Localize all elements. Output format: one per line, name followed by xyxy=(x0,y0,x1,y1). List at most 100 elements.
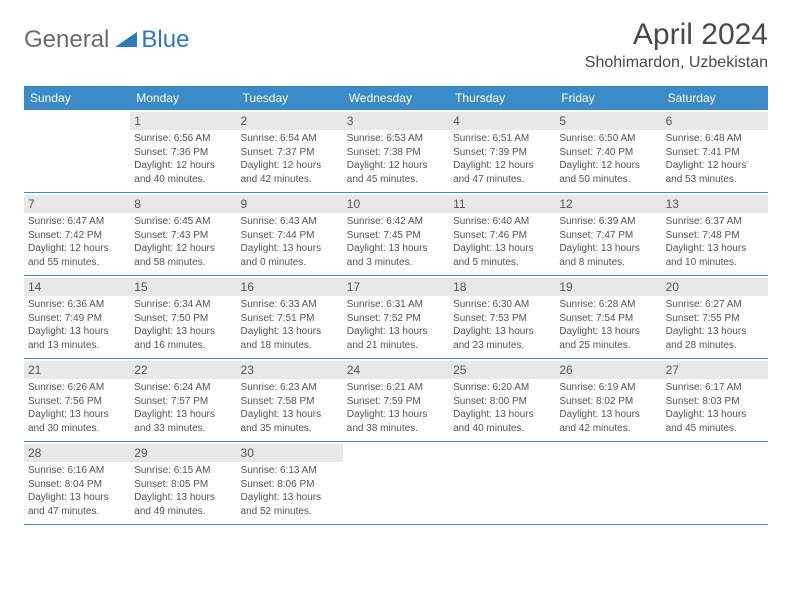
calendar: SundayMondayTuesdayWednesdayThursdayFrid… xyxy=(24,86,768,525)
day-info: Sunrise: 6:13 AMSunset: 8:06 PMDaylight:… xyxy=(241,464,339,518)
weekday-header: Wednesday xyxy=(343,86,449,110)
day-info: Sunrise: 6:17 AMSunset: 8:03 PMDaylight:… xyxy=(666,381,764,435)
calendar-day-cell: 10 Sunrise: 6:42 AMSunset: 7:45 PMDayligh… xyxy=(343,193,449,275)
calendar-day-cell: 23 Sunrise: 6:23 AMSunset: 7:58 PMDayligh… xyxy=(237,359,343,441)
day-info: Sunrise: 6:48 AMSunset: 7:41 PMDaylight:… xyxy=(666,132,764,186)
day-number: 5 xyxy=(555,112,661,130)
weekday-header-row: SundayMondayTuesdayWednesdayThursdayFrid… xyxy=(24,86,768,110)
day-info: Sunrise: 6:36 AMSunset: 7:49 PMDaylight:… xyxy=(28,298,126,352)
logo-text-blue: Blue xyxy=(141,26,189,54)
calendar-day-cell: 24 Sunrise: 6:21 AMSunset: 7:59 PMDayligh… xyxy=(343,359,449,441)
calendar-week-row: 14 Sunrise: 6:36 AMSunset: 7:49 PMDayligh… xyxy=(24,276,768,359)
weekday-header: Sunday xyxy=(24,86,130,110)
calendar-day-cell: 2Sunrise: 6:54 AMSunset: 7:37 PMDaylight… xyxy=(237,110,343,192)
calendar-day-cell: 22 Sunrise: 6:24 AMSunset: 7:57 PMDayligh… xyxy=(130,359,236,441)
calendar-day-cell: 3 Sunrise: 6:53 AMSunset: 7:38 PMDaylight… xyxy=(343,110,449,192)
calendar-day-cell: 28 Sunrise: 6:16 AMSunset: 8:04 PMDayligh… xyxy=(24,442,130,524)
calendar-day-cell: 7 Sunrise: 6:47 AMSunset: 7:42 PMDaylight… xyxy=(24,193,130,275)
calendar-day-cell: 17Sunrise: 6:31 AMSunset: 7:52 PMDayligh… xyxy=(343,276,449,358)
day-info: Sunrise: 6:30 AMSunset: 7:53 PMDaylight:… xyxy=(453,298,551,352)
weekday-header: Saturday xyxy=(662,86,768,110)
day-info: Sunrise: 6:43 AMSunset: 7:44 PMDaylight:… xyxy=(241,215,339,269)
day-info: Sunrise: 6:34 AMSunset: 7:50 PMDaylight:… xyxy=(134,298,232,352)
day-info: Sunrise: 6:53 AMSunset: 7:38 PMDaylight:… xyxy=(347,132,445,186)
page-title: April 2024 xyxy=(585,18,768,52)
calendar-day-cell: 14 Sunrise: 6:36 AMSunset: 7:49 PMDayligh… xyxy=(24,276,130,358)
calendar-day-cell: 8Sunrise: 6:45 AMSunset: 7:43 PMDaylight… xyxy=(130,193,236,275)
day-info: Sunrise: 6:23 AMSunset: 7:58 PMDaylight:… xyxy=(241,381,339,435)
day-info: Sunrise: 6:27 AMSunset: 7:55 PMDaylight:… xyxy=(666,298,764,352)
calendar-day-cell: 15 Sunrise: 6:34 AMSunset: 7:50 PMDayligh… xyxy=(130,276,236,358)
calendar-week-row: 7 Sunrise: 6:47 AMSunset: 7:42 PMDaylight… xyxy=(24,193,768,276)
day-info: Sunrise: 6:33 AMSunset: 7:51 PMDaylight:… xyxy=(241,298,339,352)
calendar-day-cell: 26 Sunrise: 6:19 AMSunset: 8:02 PMDayligh… xyxy=(555,359,661,441)
calendar-week-row: 28 Sunrise: 6:16 AMSunset: 8:04 PMDayligh… xyxy=(24,442,768,525)
day-number: 25 xyxy=(449,361,555,379)
day-number: 8 xyxy=(130,195,236,213)
day-info: Sunrise: 6:16 AMSunset: 8:04 PMDaylight:… xyxy=(28,464,126,518)
calendar-day-cell: 11Sunrise: 6:40 AMSunset: 7:46 PMDayligh… xyxy=(449,193,555,275)
calendar-day-cell: 4 Sunrise: 6:51 AMSunset: 7:39 PMDaylight… xyxy=(449,110,555,192)
day-info: Sunrise: 6:42 AMSunset: 7:45 PMDaylight:… xyxy=(347,215,445,269)
day-number: 21 xyxy=(24,361,130,379)
day-number: 4 xyxy=(449,112,555,130)
calendar-week-row: . 1Sunrise: 6:56 AMSunset: 7:36 PMDaylig… xyxy=(24,110,768,193)
calendar-day-cell: 9Sunrise: 6:43 AMSunset: 7:44 PMDaylight… xyxy=(237,193,343,275)
day-number: 14 xyxy=(24,278,130,296)
weekday-header: Friday xyxy=(555,86,661,110)
day-number: 26 xyxy=(555,361,661,379)
calendar-day-cell: 1Sunrise: 6:56 AMSunset: 7:36 PMDaylight… xyxy=(130,110,236,192)
day-info: Sunrise: 6:50 AMSunset: 7:40 PMDaylight:… xyxy=(559,132,657,186)
location-subtitle: Shohimardon, Uzbekistan xyxy=(585,54,768,72)
day-number: 10 xyxy=(343,195,449,213)
day-number: 29 xyxy=(130,444,236,462)
day-info: Sunrise: 6:56 AMSunset: 7:36 PMDaylight:… xyxy=(134,132,232,186)
calendar-day-cell: 13 Sunrise: 6:37 AMSunset: 7:48 PMDayligh… xyxy=(662,193,768,275)
calendar-day-cell: 19Sunrise: 6:28 AMSunset: 7:54 PMDayligh… xyxy=(555,276,661,358)
day-number: 18 xyxy=(449,278,555,296)
day-number: 3 xyxy=(343,112,449,130)
day-number: 12 xyxy=(555,195,661,213)
calendar-day-cell: . xyxy=(24,110,130,192)
day-info: Sunrise: 6:39 AMSunset: 7:47 PMDaylight:… xyxy=(559,215,657,269)
day-number: 7 xyxy=(24,195,130,213)
day-info: Sunrise: 6:20 AMSunset: 8:00 PMDaylight:… xyxy=(453,381,551,435)
calendar-day-cell: 18 Sunrise: 6:30 AMSunset: 7:53 PMDayligh… xyxy=(449,276,555,358)
day-info: Sunrise: 6:24 AMSunset: 7:57 PMDaylight:… xyxy=(134,381,232,435)
day-number: 2 xyxy=(237,112,343,130)
day-info: Sunrise: 6:47 AMSunset: 7:42 PMDaylight:… xyxy=(28,215,126,269)
day-number: 11 xyxy=(449,195,555,213)
day-number: 23 xyxy=(237,361,343,379)
day-info: Sunrise: 6:31 AMSunset: 7:52 PMDaylight:… xyxy=(347,298,445,352)
header: General Blue April 2024 Shohimardon, Uzb… xyxy=(0,0,792,78)
day-number: 22 xyxy=(130,361,236,379)
calendar-day-cell: 20 Sunrise: 6:27 AMSunset: 7:55 PMDayligh… xyxy=(662,276,768,358)
logo-text-general: General xyxy=(24,26,109,54)
day-info: Sunrise: 6:51 AMSunset: 7:39 PMDaylight:… xyxy=(453,132,551,186)
calendar-day-cell: 12 Sunrise: 6:39 AMSunset: 7:47 PMDayligh… xyxy=(555,193,661,275)
weekday-header: Tuesday xyxy=(237,86,343,110)
calendar-day-cell: . xyxy=(662,442,768,524)
calendar-day-cell: 21 Sunrise: 6:26 AMSunset: 7:56 PMDayligh… xyxy=(24,359,130,441)
day-number: 24 xyxy=(343,361,449,379)
weekday-header: Thursday xyxy=(449,86,555,110)
day-info: Sunrise: 6:19 AMSunset: 8:02 PMDaylight:… xyxy=(559,381,657,435)
calendar-day-cell: 16Sunrise: 6:33 AMSunset: 7:51 PMDayligh… xyxy=(237,276,343,358)
day-info: Sunrise: 6:15 AMSunset: 8:05 PMDaylight:… xyxy=(134,464,232,518)
calendar-day-cell: 6Sunrise: 6:48 AMSunset: 7:41 PMDaylight… xyxy=(662,110,768,192)
calendar-week-row: 21 Sunrise: 6:26 AMSunset: 7:56 PMDayligh… xyxy=(24,359,768,442)
day-number: 15 xyxy=(130,278,236,296)
day-number: 13 xyxy=(662,195,768,213)
calendar-day-cell: . xyxy=(343,442,449,524)
day-number: 20 xyxy=(662,278,768,296)
day-number: 30 xyxy=(237,444,343,462)
day-info: Sunrise: 6:26 AMSunset: 7:56 PMDaylight:… xyxy=(28,381,126,435)
day-info: Sunrise: 6:21 AMSunset: 7:59 PMDaylight:… xyxy=(347,381,445,435)
day-number: 28 xyxy=(24,444,130,462)
calendar-day-cell: . xyxy=(555,442,661,524)
day-number: 27 xyxy=(662,361,768,379)
day-info: Sunrise: 6:28 AMSunset: 7:54 PMDaylight:… xyxy=(559,298,657,352)
day-info: Sunrise: 6:37 AMSunset: 7:48 PMDaylight:… xyxy=(666,215,764,269)
calendar-day-cell: 25 Sunrise: 6:20 AMSunset: 8:00 PMDayligh… xyxy=(449,359,555,441)
logo: General Blue xyxy=(24,18,189,54)
